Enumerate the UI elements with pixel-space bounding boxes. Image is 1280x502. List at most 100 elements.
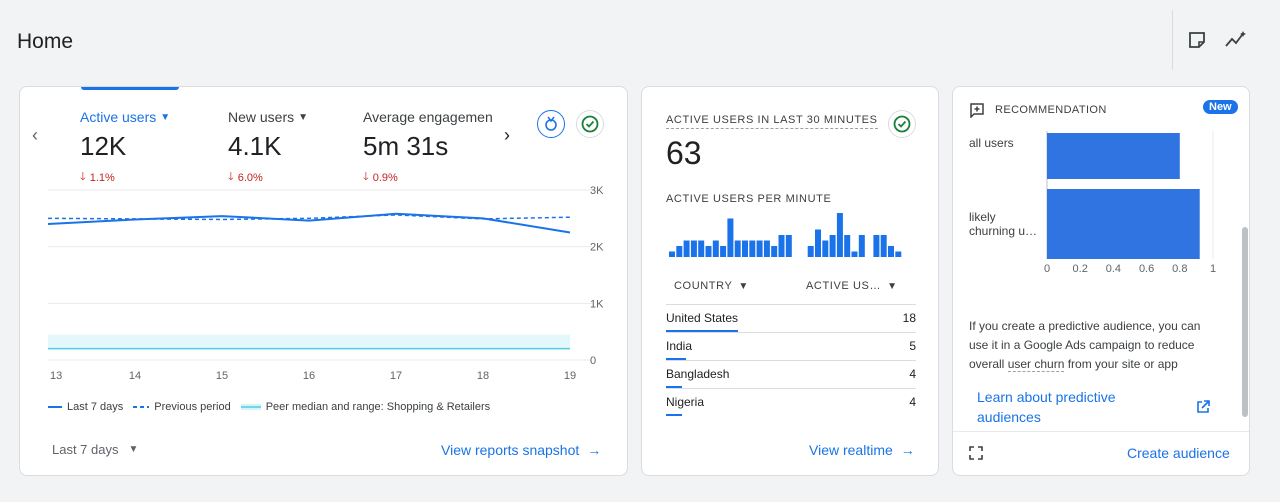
minute-bar — [888, 246, 894, 257]
country-name: India — [666, 339, 693, 353]
share-bar — [666, 358, 686, 360]
date-range-dropdown[interactable]: Last 7 days ▼ — [52, 442, 138, 457]
term-user-churn[interactable]: user churn — [1007, 357, 1065, 372]
minute-bar — [756, 240, 763, 257]
realtime-value: 63 — [666, 135, 702, 171]
learn-predictive-audiences-link[interactable]: Learn about predictive audiences — [977, 389, 1116, 425]
minute-bar — [771, 246, 778, 257]
legend-label: Previous period — [154, 401, 231, 413]
text-part: from your site or app — [1064, 357, 1178, 371]
table-row[interactable]: Bangladesh 4 — [666, 367, 916, 381]
y-tick-label: 0 — [590, 355, 596, 367]
check-circle-icon — [581, 115, 599, 133]
metric-value: 12K — [80, 131, 127, 161]
toolbar-divider — [1172, 10, 1173, 70]
minute-bar — [690, 240, 697, 257]
view-reports-snapshot-link[interactable]: View reports snapshot → — [441, 442, 601, 458]
realtime-title: ACTIVE USERS IN LAST 30 MINUTES — [666, 114, 878, 129]
last-7-days-line — [47, 212, 571, 234]
minute-bar — [829, 235, 836, 257]
minute-bar — [858, 235, 865, 257]
open-in-new-icon[interactable] — [1195, 399, 1211, 420]
insights-icon[interactable] — [1224, 28, 1248, 52]
x-tick-label: 0.2 — [1073, 263, 1088, 275]
column-header-active-users[interactable]: ACTIVE US… ▼ — [806, 280, 898, 292]
caret-down-icon: ▼ — [738, 280, 749, 292]
table-row[interactable]: United States 18 — [666, 311, 916, 325]
create-audience-link[interactable]: Create audience — [1127, 445, 1230, 461]
minute-bar — [844, 235, 851, 257]
x-tick-label: 0.8 — [1172, 263, 1187, 275]
country-name: Nigeria — [666, 395, 705, 409]
minute-bar — [734, 240, 741, 257]
category-label: churning u… — [969, 224, 1037, 238]
add-comment-icon — [970, 103, 984, 118]
column-label: COUNTRY — [674, 280, 733, 292]
minute-bar — [676, 246, 683, 257]
minute-bar — [815, 229, 821, 257]
legend-item: Previous period — [133, 401, 231, 413]
minute-bar — [763, 240, 770, 257]
minute-bar — [895, 251, 902, 257]
chart-legend: Last 7 days Previous period Peer median … — [48, 401, 490, 413]
insights-badge-button[interactable] — [537, 110, 565, 138]
x-tick-label: 1 — [1210, 263, 1216, 275]
text-part: If you create a predictive audience, you… — [969, 319, 1201, 371]
metric-avg-engagement[interactable]: Average engagemen 5m 31s 🡓 0.9% — [363, 109, 493, 187]
sticky-note-icon[interactable] — [1185, 28, 1209, 52]
minute-bar — [822, 240, 829, 257]
metric-active-users[interactable]: Active users ▼ 12K 🡓 1.1% — [80, 109, 170, 187]
overview-line-chart: 3K2K1K013141516171819Apr — [47, 185, 604, 382]
column-label: ACTIVE US… — [806, 280, 882, 292]
category-label: all users — [969, 136, 1014, 150]
metric-delta: 1.1% — [89, 171, 115, 184]
x-tick-label: 0 — [1044, 263, 1050, 275]
x-tick-label: 17 — [390, 370, 402, 382]
country-value: 4 — [909, 395, 916, 409]
country-value: 4 — [909, 367, 916, 381]
minute-bar — [873, 235, 880, 257]
metric-value: 5m 31s — [363, 131, 449, 161]
row-divider — [666, 388, 916, 389]
scrollbar-thumb[interactable] — [1242, 227, 1248, 417]
table-divider — [666, 304, 916, 305]
row-divider — [666, 360, 916, 361]
recommendation-heading: RECOMMENDATION — [995, 104, 1107, 116]
link-label: View reports snapshot — [441, 442, 580, 458]
x-tick-label: 14 — [129, 370, 141, 382]
metric-label: Active users — [80, 109, 157, 125]
chevron-right-icon[interactable]: › — [504, 125, 510, 145]
recommendation-card: RECOMMENDATION New all users likely churni… — [952, 86, 1250, 476]
status-check-button[interactable] — [888, 110, 916, 138]
x-tick-label: 18 — [477, 370, 489, 382]
legend-label: Last 7 days — [67, 401, 124, 413]
view-realtime-link[interactable]: View realtime → — [809, 442, 915, 458]
table-row[interactable]: Nigeria 4 — [666, 395, 916, 409]
country-value: 18 — [902, 311, 916, 325]
status-check-button[interactable] — [576, 110, 604, 138]
arrow-down-icon: 🡓 — [363, 171, 369, 183]
column-header-country[interactable]: COUNTRY ▼ — [674, 280, 749, 292]
caret-down-icon: ▼ — [887, 280, 898, 292]
minute-bar — [807, 246, 814, 257]
share-bar — [666, 414, 682, 416]
minute-bar — [727, 218, 734, 257]
minute-bar — [778, 235, 785, 257]
y-tick-label: 1K — [590, 298, 604, 310]
metric-new-users[interactable]: New users ▼ 4.1K 🡓 6.0% — [228, 109, 308, 187]
date-range-label: Last 7 days — [52, 442, 119, 457]
metric-delta: 0.9% — [372, 171, 398, 184]
minute-bar — [836, 213, 843, 257]
minute-bar — [705, 246, 712, 257]
fullscreen-icon[interactable] — [969, 446, 983, 465]
page-title: Home — [17, 30, 74, 53]
metric-label: New users — [228, 109, 295, 125]
minute-bar — [712, 240, 719, 257]
y-tick-label: 3K — [590, 185, 604, 197]
table-row[interactable]: India 5 — [666, 339, 916, 353]
chevron-left-icon[interactable]: ‹ — [32, 125, 38, 145]
x-tick-label: 16 — [303, 370, 315, 382]
minute-bar — [683, 240, 690, 257]
x-tick-label: 19 — [564, 370, 576, 382]
